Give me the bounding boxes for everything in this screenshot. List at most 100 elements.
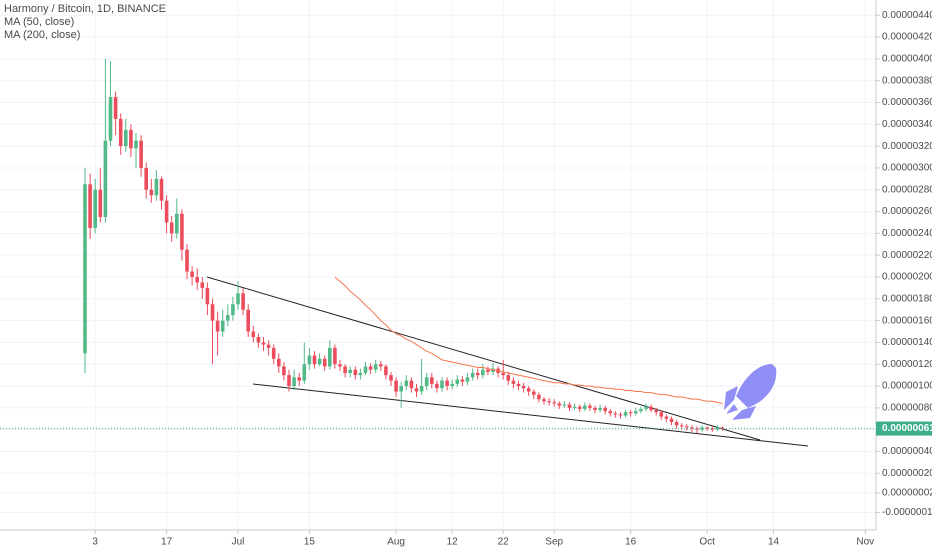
candle-body [557, 403, 562, 406]
candle-body [430, 377, 434, 384]
candle-body [389, 375, 393, 381]
x-tick-label: 12 [447, 537, 459, 548]
candle-body [572, 406, 577, 408]
y-tick-label: 0.00000120 [882, 359, 932, 370]
legend-entry: MA (200, close) [4, 29, 80, 41]
candle-body [695, 428, 699, 430]
candle-body [195, 276, 199, 283]
candles [0, 58, 876, 433]
candle-body [465, 377, 470, 382]
candle-body [144, 167, 148, 190]
last-price-label: 0.00000061 [882, 423, 932, 434]
candle-body [501, 372, 505, 376]
candle-body [226, 315, 230, 321]
candle-body [210, 304, 215, 321]
y-tick-label: -0.00000016 [882, 507, 932, 518]
candle-body [215, 320, 220, 332]
candle-body [598, 407, 602, 411]
candle-body [399, 386, 403, 392]
candle-body [256, 336, 261, 343]
candle-body [669, 418, 674, 423]
grid [0, 0, 876, 530]
last-price-box [876, 421, 932, 436]
candle-body [664, 416, 669, 419]
candle-body [435, 383, 439, 389]
y-tick-label: 0.00000220 [882, 250, 932, 261]
candle-body [690, 427, 694, 429]
candle-body [639, 408, 643, 412]
x-tick-label: 17 [161, 537, 173, 548]
candle-body [292, 377, 296, 387]
candle-body [328, 347, 332, 367]
candle-body [583, 405, 587, 409]
candle-body [685, 426, 689, 428]
candle-body [343, 366, 347, 373]
candle-body [175, 213, 179, 234]
candle-body [333, 347, 337, 365]
candle-body [720, 427, 725, 429]
x-tick-label: 14 [768, 537, 780, 548]
candle-body [409, 380, 414, 389]
rocket-icon [724, 364, 777, 420]
candle-body [139, 140, 143, 168]
y-tick-label: 0.00000260 [882, 206, 932, 217]
candle-body [516, 383, 521, 387]
y-tick-label: 0.00000040 [882, 446, 932, 457]
candle-body [88, 184, 92, 228]
candle-body [200, 282, 205, 288]
candle-body [266, 344, 271, 348]
candle-body [353, 369, 358, 376]
y-tick-label: 0.00000420 [882, 32, 932, 43]
candle-body [118, 118, 123, 147]
candle-body [134, 140, 138, 149]
candle-body [470, 372, 475, 378]
candle-body [710, 428, 715, 430]
candle-body [424, 377, 429, 387]
candle-body [460, 379, 465, 382]
candle-body [302, 364, 307, 381]
candle-body [628, 412, 633, 414]
candle-body [93, 189, 97, 228]
legend-title: Harmony / Bitcoin, 1D, BINANCE [4, 3, 166, 15]
y-tick-label: 0.00000440 [882, 10, 932, 21]
y-tick-label: 0.00000340 [882, 119, 932, 130]
candle-body [705, 427, 709, 429]
y-tick-label: 0.00000300 [882, 163, 932, 174]
candle-body [124, 129, 128, 147]
candle-body [481, 369, 485, 376]
y-tick-label: 0.00000320 [882, 141, 932, 152]
candle-body [659, 412, 664, 417]
candle-body [287, 375, 291, 387]
candle-body [236, 293, 240, 305]
trend-line [206, 276, 761, 441]
moving-average-line [334, 276, 723, 404]
candle-body [159, 178, 164, 201]
x-tick-label: 15 [304, 537, 316, 548]
candle-body [547, 401, 551, 403]
candle-body [623, 412, 628, 416]
y-tick-label: 0.00000180 [882, 293, 932, 304]
candle-body [317, 358, 322, 365]
candle-body [205, 287, 210, 305]
candle-body [608, 411, 613, 414]
candle-body [307, 355, 312, 365]
candle-body [108, 97, 113, 141]
y-tick-label: 0.00000020 [882, 468, 932, 479]
candle-body [251, 331, 256, 337]
candle-body [261, 342, 266, 345]
y-tick-label: 0.00000002 [882, 488, 932, 499]
legend-entry: MA (50, close) [4, 16, 74, 28]
candle-body [649, 406, 653, 411]
candle-body [552, 402, 556, 404]
candle-body [593, 407, 597, 411]
candle-body [373, 364, 378, 370]
x-tick-label: 22 [498, 537, 510, 548]
candle-body [455, 379, 460, 384]
candle-body [634, 411, 638, 414]
candle-body [180, 213, 184, 250]
y-tick-label: 0.00000100 [882, 381, 932, 392]
candle-body [603, 407, 607, 412]
candle-body [542, 399, 546, 402]
candle-body [149, 189, 154, 196]
